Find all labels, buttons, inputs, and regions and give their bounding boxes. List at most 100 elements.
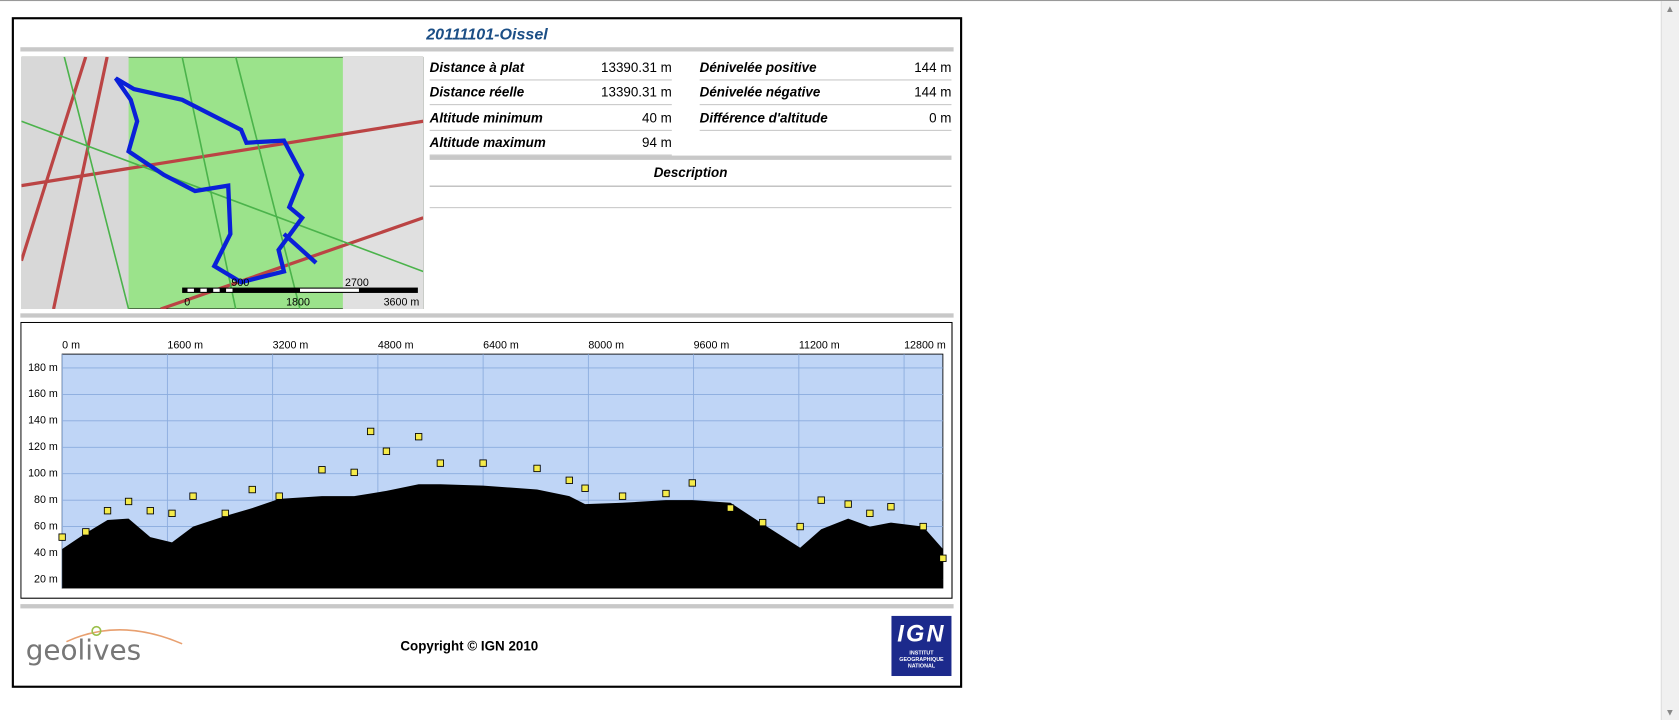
stat-label: Altitude maximum <box>429 135 546 151</box>
track-point <box>350 468 358 477</box>
track-point <box>82 528 90 536</box>
track-point <box>688 479 696 487</box>
y-tick-label: 60 m <box>34 520 58 532</box>
y-tick-label: 120 m <box>28 441 58 453</box>
y-tick-label: 80 m <box>34 494 58 506</box>
elevation-chart: 0 m 1600 m 3200 m 4800 m 6400 m 8000 m 9600 m 1… <box>20 321 953 599</box>
track-point <box>221 509 229 517</box>
stat-label: Dénivelée positive <box>699 60 817 76</box>
x-tick-label: 11200 m <box>799 339 840 351</box>
stat-value: 40 m <box>642 110 672 126</box>
ign-caption: INSTITUT <box>909 650 934 657</box>
y-tick-label: 140 m <box>28 415 58 427</box>
x-tick-label: 12800 m <box>904 339 946 351</box>
terrain-area <box>62 484 943 589</box>
description-heading: Description <box>653 165 728 181</box>
separator-line <box>429 185 952 187</box>
report-panel <box>11 17 963 688</box>
stat-value: 144 m <box>914 60 952 76</box>
stat-label: Distance à plat <box>429 60 525 76</box>
track-point <box>248 485 256 494</box>
scale-label: 2700 <box>345 277 369 289</box>
track-point <box>318 466 326 474</box>
scrollbar[interactable]: ▲ ▼ <box>1660 1 1679 720</box>
track-point <box>939 554 947 562</box>
ign-logo: IGN INSTITUT GEOGRAPHIQUE NATIONAL <box>891 615 952 677</box>
track-point <box>382 447 391 455</box>
scale-label: 3600 m <box>384 296 420 308</box>
track-point <box>58 533 66 541</box>
ign-logo-text: IGN <box>897 620 946 648</box>
track-point <box>275 492 283 500</box>
stats-table: Distance à plat 13390.31 m Distance réelle… <box>429 57 952 156</box>
copyright: Copyright © IGN 2010 <box>400 638 539 654</box>
track-point <box>796 522 804 531</box>
track-point <box>618 492 627 500</box>
row-separator <box>699 79 952 81</box>
track-point <box>565 476 573 484</box>
track-point <box>366 427 375 436</box>
stat-value: 0 m <box>929 110 952 126</box>
separator-bar <box>20 313 954 318</box>
stat-value: 13390.31 m <box>601 60 672 76</box>
row-separator <box>429 129 672 131</box>
scale-label: 0 <box>184 296 190 308</box>
track-point <box>533 464 541 473</box>
track-point <box>919 522 927 531</box>
track-point <box>844 500 852 508</box>
x-tick-label: 9600 m <box>694 339 730 351</box>
track-point <box>146 507 154 515</box>
row-separator <box>699 129 952 131</box>
x-tick-label: 1600 m <box>167 339 203 351</box>
ign-caption: GEOGRAPHIQUE <box>899 656 944 664</box>
track-point <box>759 518 767 527</box>
report-title: 20111101-Oissel <box>426 25 548 44</box>
x-tick-label: 3200 m <box>273 339 309 351</box>
stat-value: 94 m <box>642 135 672 151</box>
track-point <box>866 509 874 517</box>
track-point <box>479 459 487 467</box>
track-point <box>436 459 445 467</box>
separator-line <box>429 207 952 209</box>
row-separator <box>429 79 672 81</box>
x-tick-label: 6400 m <box>483 339 519 351</box>
y-tick-label: 40 m <box>34 547 58 559</box>
map: 0 900 1800 2700 3600 m <box>21 56 424 310</box>
geolives-logo: geolives <box>26 625 183 666</box>
track-point <box>168 509 176 517</box>
logo-text: geolives <box>26 633 141 666</box>
scale-label: 1800 <box>286 296 310 308</box>
x-tick-label: 0 m <box>62 339 80 351</box>
track-point <box>189 492 197 500</box>
x-tick-label: 4800 m <box>378 339 414 351</box>
separator-bar <box>20 47 954 52</box>
y-tick-label: 180 m <box>28 362 58 374</box>
track-point <box>124 497 133 506</box>
row-separator <box>429 154 672 156</box>
stat-label: Dénivelée négative <box>699 85 821 101</box>
stat-label: Altitude minimum <box>429 110 543 126</box>
track-point <box>662 489 670 498</box>
stat-value: 13390.31 m <box>601 85 672 101</box>
track-point <box>103 507 112 515</box>
track-point <box>887 503 895 511</box>
stat-label: Distance réelle <box>429 85 525 101</box>
ign-caption: NATIONAL <box>907 663 936 670</box>
row-separator <box>699 104 952 106</box>
y-tick-label: 100 m <box>28 468 58 480</box>
stat-value: 144 m <box>914 85 952 101</box>
track-point <box>726 504 735 512</box>
track-point <box>581 484 589 492</box>
y-tick-label: 160 m <box>28 388 58 400</box>
track-point <box>415 433 423 441</box>
window-edge <box>0 0 1679 2</box>
track-point <box>817 496 825 504</box>
row-separator <box>429 104 672 106</box>
y-tick-label: 20 m <box>34 573 58 585</box>
x-tick-label: 8000 m <box>588 339 624 351</box>
separator-bar <box>20 604 954 609</box>
separator-bar <box>429 155 952 160</box>
stat-label: Différence d'altitude <box>699 110 828 126</box>
